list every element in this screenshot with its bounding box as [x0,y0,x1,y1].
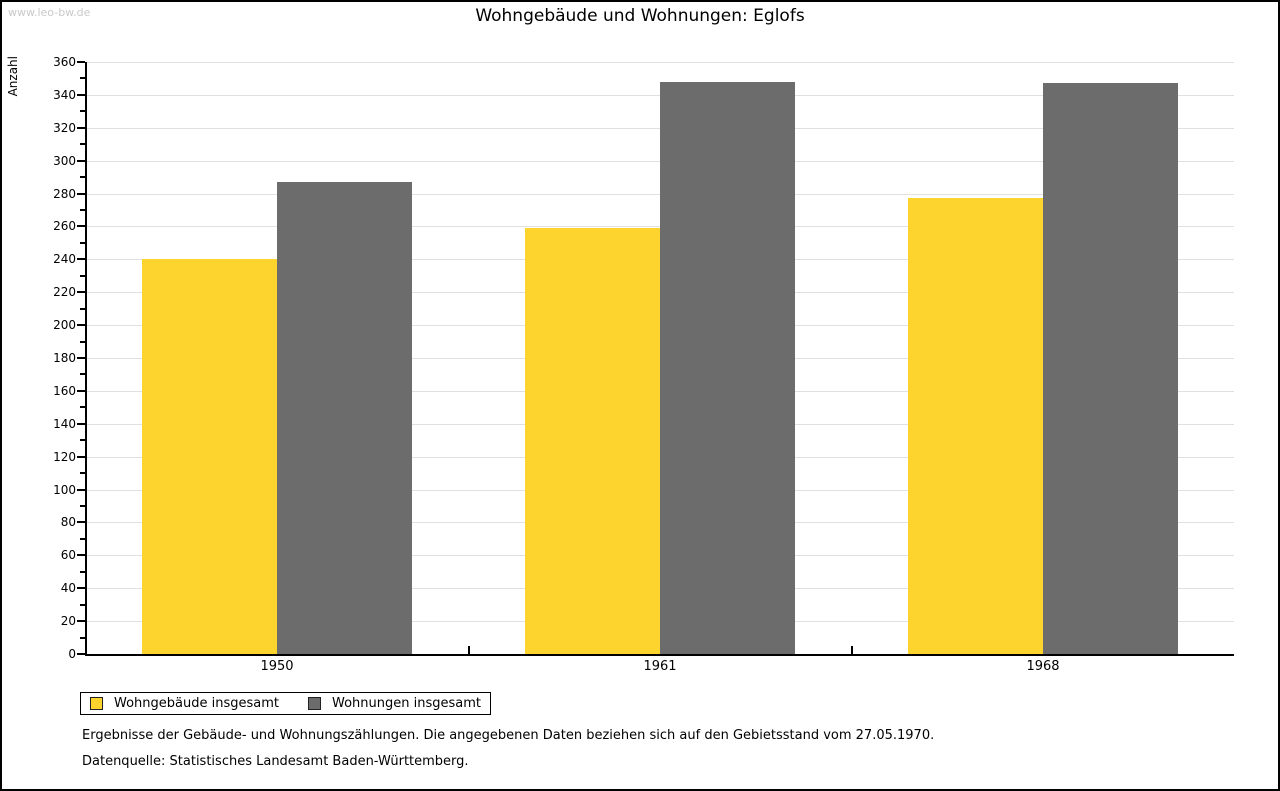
y-major-tick [77,258,85,260]
y-tick-label: 240 [53,252,76,266]
x-boundary-tick [468,646,470,654]
y-major-tick [77,127,85,129]
footnote-datasource: Datenquelle: Statistisches Landesamt Bad… [82,754,469,769]
y-tick-label: 360 [53,55,76,69]
legend-swatch-icon [308,697,321,710]
y-tick-label: 300 [53,154,76,168]
bar-wohngebäude-1950 [142,259,277,654]
y-tick-label: 200 [53,318,76,332]
legend-label: Wohnungen insgesamt [332,696,481,711]
y-tick-label: 280 [53,187,76,201]
y-tick-label: 40 [60,581,76,595]
y-major-tick [77,324,85,326]
y-tick-label: 60 [60,548,76,562]
gridline-360 [87,62,1234,63]
bar-wohngebäude-1968 [908,198,1043,654]
y-tick-label: 80 [60,515,76,529]
y-minor-tick [80,406,85,408]
y-major-tick [77,620,85,622]
y-major-tick [77,357,85,359]
y-major-tick [77,423,85,425]
bar-wohngebäude-1961 [525,228,660,654]
y-tick-label: 220 [53,285,76,299]
y-minor-tick [80,538,85,540]
y-major-tick [77,554,85,556]
y-minor-tick [80,110,85,112]
y-minor-tick [80,77,85,79]
bar-wohnungen-1961 [660,82,795,654]
y-minor-tick [80,341,85,343]
y-major-tick [77,61,85,63]
y-minor-tick [80,373,85,375]
footnote-note: Ergebnisse der Gebäude- und Wohnungszähl… [82,728,935,743]
chart-title: Wohngebäude und Wohnungen: Eglofs [475,6,805,26]
legend-label: Wohngebäude insgesamt [114,696,279,711]
y-major-tick [77,193,85,195]
y-major-tick [77,587,85,589]
y-tick-label: 340 [53,88,76,102]
legend-swatch-icon [90,697,103,710]
y-major-tick [77,521,85,523]
legend: Wohngebäude insgesamt Wohnungen insgesamt [80,692,491,715]
y-tick-label: 0 [68,647,76,661]
y-major-tick [77,94,85,96]
y-tick-label: 260 [53,219,76,233]
y-tick-label: 120 [53,450,76,464]
x-category-label: 1968 [1026,659,1060,674]
y-minor-tick [80,439,85,441]
y-minor-tick [80,637,85,639]
y-tick-label: 100 [53,483,76,497]
bar-wohnungen-1950 [277,182,412,654]
y-tick-label: 320 [53,121,76,135]
bar-wohnungen-1968 [1043,83,1178,654]
x-category-label: 1961 [643,659,677,674]
y-major-tick [77,390,85,392]
y-minor-tick [80,472,85,474]
x-category-label: 1950 [260,659,294,674]
y-axis-line [85,62,87,656]
y-major-tick [77,291,85,293]
y-major-tick [77,489,85,491]
y-major-tick [77,456,85,458]
watermark: www.leo-bw.de [8,6,91,19]
y-major-tick [77,653,85,655]
y-tick-label: 160 [53,384,76,398]
y-minor-tick [80,308,85,310]
y-major-tick [77,160,85,162]
y-minor-tick [80,505,85,507]
y-tick-label: 140 [53,417,76,431]
y-minor-tick [80,209,85,211]
y-major-tick [77,225,85,227]
y-minor-tick [80,242,85,244]
x-axis-line [85,654,1234,656]
y-minor-tick [80,143,85,145]
legend-item: Wohngebäude insgesamt [90,696,279,711]
y-minor-tick [80,571,85,573]
y-minor-tick [80,176,85,178]
x-boundary-tick [851,646,853,654]
y-tick-label: 20 [60,614,76,628]
y-tick-label: 180 [53,351,76,365]
legend-item: Wohnungen insgesamt [308,696,481,711]
y-minor-tick [80,275,85,277]
y-minor-tick [80,604,85,606]
